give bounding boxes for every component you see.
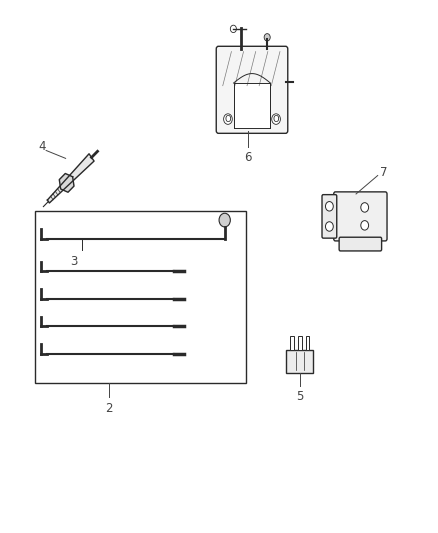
Circle shape	[219, 213, 230, 227]
FancyBboxPatch shape	[339, 237, 381, 251]
Text: 6: 6	[244, 151, 251, 164]
Circle shape	[325, 201, 332, 211]
Bar	[289, 336, 293, 350]
FancyBboxPatch shape	[333, 192, 386, 241]
Polygon shape	[47, 154, 94, 203]
Bar	[305, 336, 309, 350]
Text: O: O	[272, 115, 279, 124]
Text: O: O	[224, 115, 231, 124]
Polygon shape	[59, 174, 74, 192]
Text: 4: 4	[38, 140, 46, 154]
Text: 2: 2	[105, 401, 113, 415]
Bar	[286, 350, 312, 373]
Text: 7: 7	[379, 166, 386, 180]
Circle shape	[230, 25, 236, 33]
Circle shape	[264, 34, 270, 41]
Circle shape	[271, 114, 280, 124]
Circle shape	[223, 114, 232, 124]
Circle shape	[360, 203, 368, 212]
Text: 3: 3	[70, 255, 77, 269]
Circle shape	[360, 221, 368, 230]
Circle shape	[325, 222, 332, 231]
Bar	[297, 336, 301, 350]
FancyBboxPatch shape	[321, 195, 336, 238]
Text: 5: 5	[295, 390, 303, 403]
Bar	[35, 211, 245, 383]
Bar	[233, 83, 270, 128]
FancyBboxPatch shape	[216, 46, 287, 133]
